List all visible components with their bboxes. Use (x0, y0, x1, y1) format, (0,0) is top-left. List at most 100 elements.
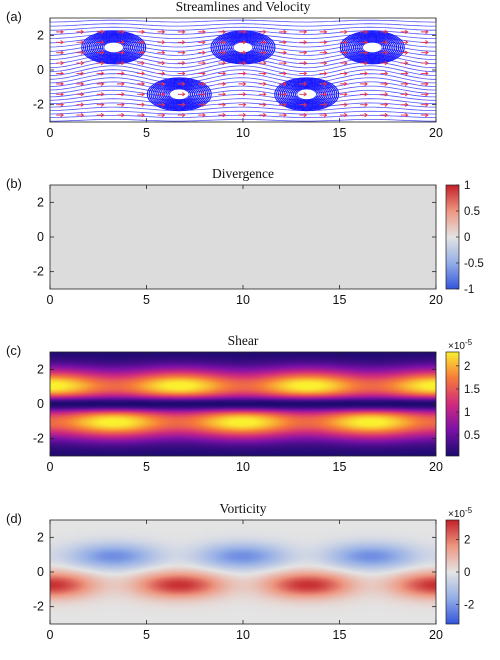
velocity-arrow (198, 81, 206, 87)
velocity-arrow (299, 40, 308, 45)
velocity-arrow (218, 71, 227, 76)
vortex-ring (167, 87, 192, 101)
vortex-ring (339, 30, 405, 65)
velocity-arrow (116, 81, 125, 87)
velocity-arrow (238, 112, 247, 118)
vortex-ring (83, 31, 145, 64)
velocity-arrow (360, 29, 368, 35)
velocity-arrow (177, 50, 186, 55)
velocity-arrow (339, 40, 348, 45)
x-tick-label: 15 (333, 293, 347, 307)
velocity-arrow (198, 29, 206, 35)
vortex-ring (274, 77, 340, 112)
velocity-arrow (360, 60, 368, 66)
velocity-arrow (339, 71, 348, 76)
panel-title: Vorticity (220, 501, 267, 516)
vortex-ring (169, 88, 190, 100)
velocity-arrow (258, 50, 267, 55)
velocity-arrow (380, 60, 389, 66)
velocity-arrow (360, 40, 368, 45)
velocity-arrow (76, 102, 85, 107)
velocity-arrow (177, 112, 186, 118)
velocity-arrow (380, 81, 389, 87)
x-tick-label: 10 (236, 460, 250, 474)
vortex-ring (90, 35, 137, 60)
velocity-arrow (420, 102, 429, 107)
panel-3: Shear(c)0.511.52×10-50 5 10 15 20-202 (6, 333, 480, 474)
colorbar-tick-label: 2 (464, 361, 470, 373)
velocity-arrow (56, 102, 64, 107)
vortex-ring (101, 41, 126, 54)
streamline (50, 102, 436, 108)
velocity-arrow (279, 81, 287, 87)
vortex-ring (99, 40, 128, 55)
velocity-arrow (238, 71, 247, 76)
velocity-arrow (420, 60, 429, 66)
velocity-arrow (299, 102, 308, 107)
panel-title: Streamlines and Velocity (176, 0, 311, 14)
velocity-arrow (177, 81, 186, 87)
velocity-arrow (56, 71, 64, 76)
y-tick-label: 2 (37, 195, 44, 209)
vortex-ring (356, 39, 389, 56)
velocity-arrow (319, 60, 328, 66)
panel-label: (b) (6, 176, 22, 191)
vortex-ring (358, 40, 387, 55)
vortex-ring (88, 34, 139, 61)
velocity-arrow (299, 60, 308, 66)
velocity-arrow (279, 40, 287, 45)
velocity-arrow (238, 40, 247, 45)
velocity-arrow (339, 50, 348, 55)
vortex-core (233, 42, 253, 53)
vortex-ring (96, 38, 132, 57)
velocity-arrow (380, 92, 389, 97)
velocity-arrow (400, 102, 409, 107)
velocity-arrow (279, 71, 287, 76)
velocity-arrow (218, 29, 227, 35)
streamline (50, 19, 436, 23)
velocity-arrow (76, 40, 85, 45)
vortex-ring (216, 33, 270, 62)
velocity-arrow (420, 92, 429, 97)
velocity-arrow (420, 112, 429, 118)
velocity-arrow (137, 81, 145, 87)
velocity-arrow (177, 71, 186, 76)
velocity-arrow (258, 60, 267, 66)
velocity-arrow (319, 29, 328, 35)
velocity-arrow (96, 40, 105, 45)
velocity-arrow (420, 71, 429, 76)
streamline (50, 69, 436, 80)
velocity-arrow (56, 112, 64, 118)
velocity-arrow (339, 112, 348, 118)
streamline (50, 65, 436, 76)
velocity-arrow (198, 71, 206, 76)
x-tick-label: 20 (429, 293, 443, 307)
velocity-arrow (400, 71, 409, 76)
velocity-arrow (76, 29, 85, 35)
vortex-ring (210, 30, 276, 65)
velocity-arrow (279, 112, 287, 118)
velocity-arrow (319, 81, 328, 87)
velocity-arrow (116, 92, 125, 97)
velocity-arrow (218, 102, 227, 107)
velocity-arrow (96, 50, 105, 55)
velocity-arrow (56, 60, 64, 66)
velocity-arrow (157, 102, 166, 107)
panel-2: Divergence(b)-1-0.500.510 5 10 15 20-202 (6, 166, 484, 307)
velocity-arrow (76, 81, 85, 87)
velocity-arrow (400, 40, 409, 45)
velocity-arrow (360, 71, 368, 76)
vortex-ring (350, 36, 394, 59)
panel-title: Shear (228, 333, 259, 348)
colorbar-tick-label: 1 (464, 180, 470, 192)
velocity-arrow (198, 102, 206, 107)
vortex-ring (277, 79, 336, 110)
vortex-ring (343, 32, 402, 63)
velocity-arrow (218, 112, 227, 118)
velocity-arrow (400, 60, 409, 66)
velocity-arrow (238, 50, 247, 55)
velocity-arrow (137, 102, 145, 107)
velocity-arrow (96, 71, 105, 76)
velocity-arrow (319, 102, 328, 107)
vortex-ring (362, 41, 383, 53)
